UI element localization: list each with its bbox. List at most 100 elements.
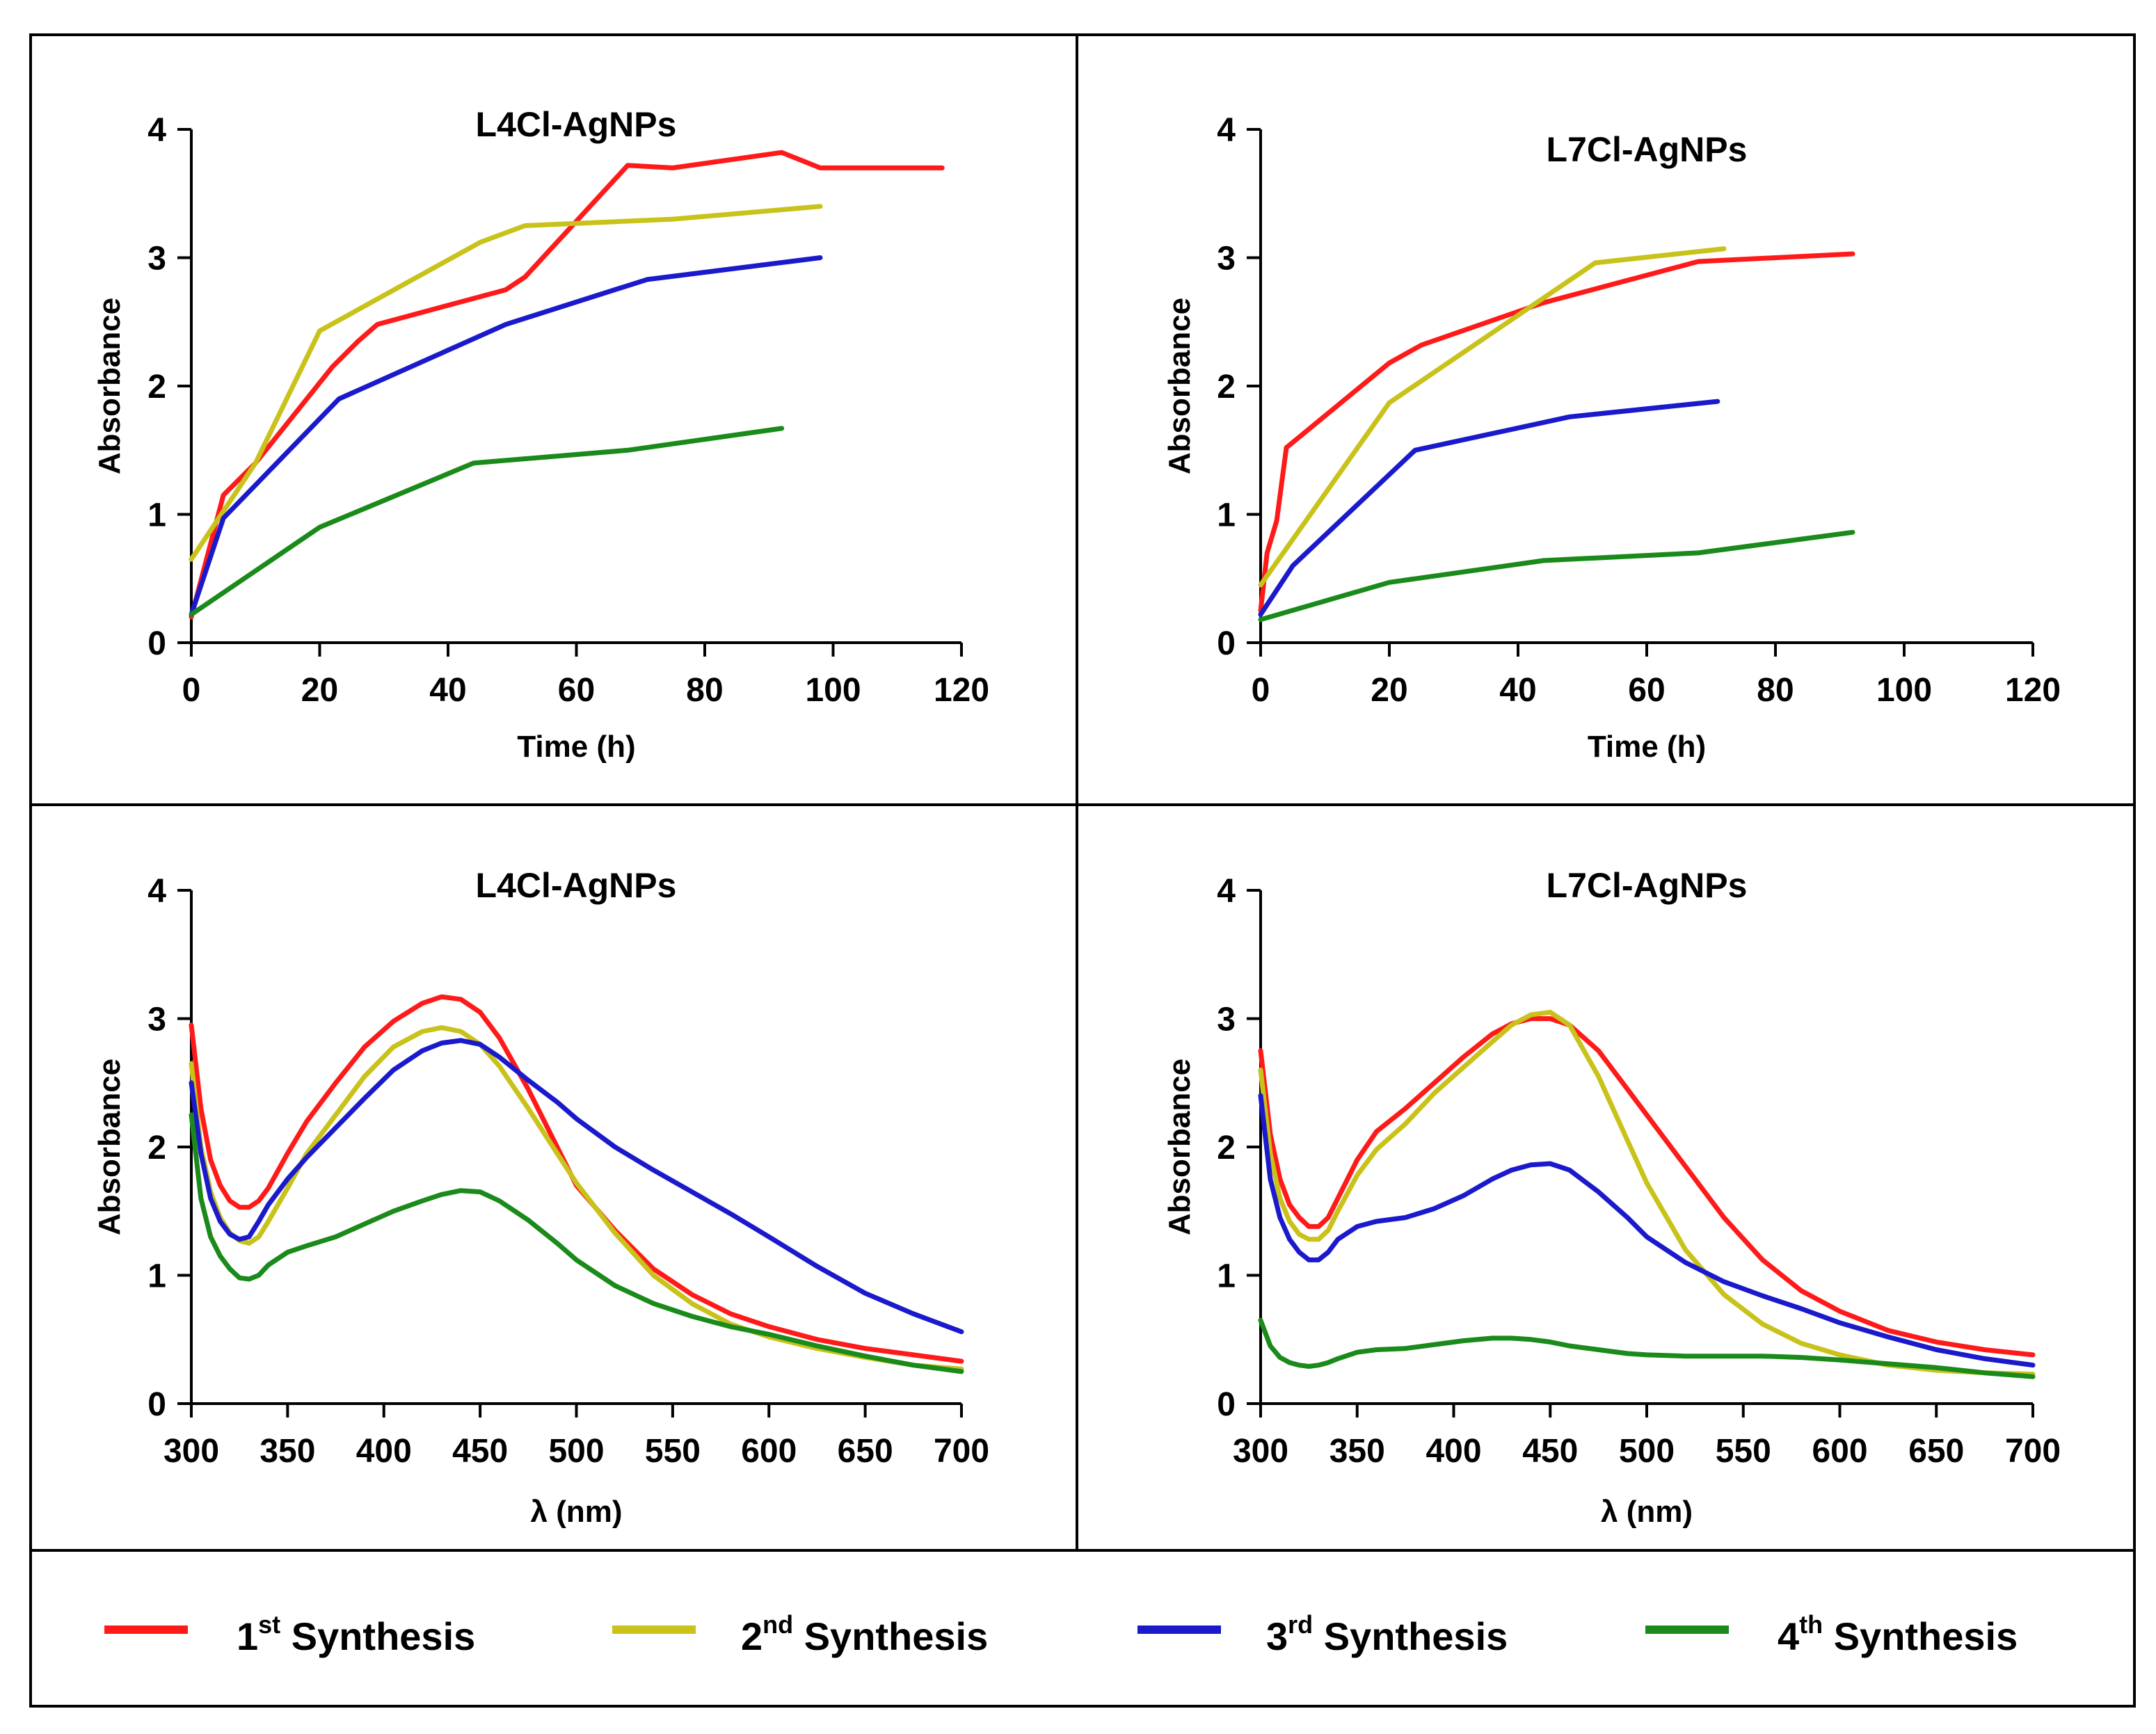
- chart-1-xtick-label-0: 0: [182, 672, 201, 709]
- chart-3-ytick-label-1: 1: [147, 1258, 166, 1295]
- legend-sup-3: rd: [1288, 1610, 1313, 1639]
- chart-2-series-1-line: [1258, 251, 1855, 613]
- chart-3-ylabel: Absorbance: [93, 1059, 127, 1235]
- chart-1-series-2-line: [189, 204, 823, 562]
- chart-1-xlabel: Time (h): [517, 730, 635, 764]
- legend-word-4: Synthesis: [1823, 1614, 2018, 1658]
- legend-word-3: Synthesis: [1313, 1614, 1508, 1658]
- legend-num-3: 3: [1266, 1614, 1288, 1658]
- legend-label-3: 3rd Synthesis: [1266, 1610, 1508, 1658]
- legend-label-2: 2nd Synthesis: [741, 1610, 988, 1658]
- chart-4-ytick-label-4: 4: [1217, 873, 1236, 910]
- chart-3-series-2-line: [189, 1025, 964, 1372]
- chart-4-series-2-line: [1258, 1009, 2036, 1377]
- chart-1-xtick-label-3: 60: [558, 672, 595, 709]
- chart-3-xtick-label-5: 550: [645, 1433, 701, 1470]
- legend: 1st Synthesis 2nd Synthesis 3rd Synthesi…: [104, 1610, 2018, 1658]
- chart-3-xtick-label-3: 450: [452, 1433, 508, 1470]
- legend-item-3: 3rd Synthesis: [1137, 1610, 1508, 1658]
- legend-item-1: 1st Synthesis: [104, 1610, 475, 1658]
- chart-1-xtick-label-5: 100: [805, 672, 861, 709]
- chart-3-xtick-label-2: 400: [356, 1433, 412, 1470]
- legend-num-4: 4: [1778, 1614, 1799, 1658]
- chart-2-title: L7Cl-AgNPs: [1547, 130, 1748, 169]
- chart-2-xtick-label-3: 60: [1628, 672, 1665, 709]
- legend-sup-1: st: [258, 1610, 280, 1639]
- chart-3-xtick-label-0: 300: [163, 1433, 219, 1470]
- chart-1-ytick-label-1: 1: [147, 497, 166, 534]
- chart-1-xtick-label-4: 80: [686, 672, 723, 709]
- chart-2-xtick-label-6: 120: [2005, 672, 2061, 709]
- chart-2-series-4-line: [1258, 529, 1855, 623]
- chart-1-ytick-label-2: 2: [147, 369, 166, 406]
- chart-4-ytick-label-0: 0: [1217, 1386, 1236, 1423]
- chart-3-xtick-label-8: 700: [934, 1433, 989, 1470]
- chart-4-xtick-label-8: 700: [2005, 1433, 2061, 1470]
- chart-1-ylabel: Absorbance: [93, 298, 127, 474]
- chart-1-ytick-label-4: 4: [147, 112, 166, 149]
- legend-sup-4: th: [1799, 1610, 1823, 1639]
- legend-num-1: 1: [237, 1614, 258, 1658]
- chart-3-series-3-line: [189, 1038, 964, 1335]
- legend-item-4: 4th Synthesis: [1645, 1610, 2018, 1658]
- legend-label-1: 1st Synthesis: [237, 1610, 475, 1658]
- chart-4-ytick-label-2: 2: [1217, 1130, 1236, 1166]
- chart-2-xtick-label-1: 20: [1371, 672, 1407, 709]
- chart-4-xlabel: λ (nm): [1601, 1495, 1693, 1529]
- legend-item-2: 2nd Synthesis: [612, 1610, 988, 1658]
- chart-3-xtick-label-1: 350: [259, 1433, 315, 1470]
- chart-1-ytick-label-3: 3: [147, 241, 166, 278]
- chart-2-series-2-line: [1258, 246, 1727, 588]
- chart-3-title: L4Cl-AgNPs: [476, 866, 677, 905]
- legend-word-1: Synthesis: [280, 1614, 475, 1658]
- chart-4: 0 1 2 3 4 300 350 400 450 500 550 600 650 700 λ (nm) Ab…: [1163, 866, 2061, 1529]
- chart-3-ytick-label-4: 4: [147, 873, 166, 910]
- chart-4-series-4-line: [1258, 1317, 2036, 1379]
- chart-1-ytick-label-0: 0: [147, 625, 166, 662]
- legend-sup-2: nd: [762, 1610, 793, 1639]
- chart-3-ytick-label-2: 2: [147, 1130, 166, 1166]
- chart-1-xtick-label-2: 40: [429, 672, 466, 709]
- chart-4-xtick-label-4: 500: [1619, 1433, 1675, 1470]
- legend-label-4: 4th Synthesis: [1778, 1610, 2018, 1658]
- chart-1-series-4-line: [189, 426, 785, 617]
- chart-4-ytick-label-3: 3: [1217, 1002, 1236, 1038]
- chart-2-ytick-label-3: 3: [1217, 241, 1236, 278]
- chart-4-xtick-label-6: 600: [1812, 1433, 1867, 1470]
- chart-4-xtick-label-7: 650: [1908, 1433, 1964, 1470]
- legend-word-2: Synthesis: [793, 1614, 988, 1658]
- chart-3-xlabel: λ (nm): [531, 1495, 623, 1529]
- chart-3-ytick-label-0: 0: [147, 1386, 166, 1423]
- chart-2-series-3-line: [1258, 399, 1720, 617]
- chart-3-series-4-line: [189, 1112, 964, 1374]
- chart-1-xtick-label-1: 20: [301, 672, 338, 709]
- chart-4-series-3-line: [1258, 1093, 2036, 1368]
- chart-4-ytick-label-1: 1: [1217, 1258, 1236, 1295]
- chart-2-ytick-label-0: 0: [1217, 625, 1236, 662]
- chart-3-xtick-label-4: 500: [548, 1433, 604, 1470]
- chart-2-xlabel: Time (h): [1588, 730, 1706, 764]
- chart-3-xtick-label-7: 650: [838, 1433, 893, 1470]
- chart-2-ytick-label-4: 4: [1217, 112, 1236, 149]
- chart-1-xtick-label-6: 120: [934, 672, 989, 709]
- chart-2-ylabel: Absorbance: [1163, 298, 1197, 474]
- chart-2-xtick-label-2: 40: [1499, 672, 1536, 709]
- chart-4-ylabel: Absorbance: [1163, 1059, 1197, 1235]
- chart-3: 0 1 2 3 4 300 350 400 450 500 550 600 650 700 λ (nm) Ab…: [93, 866, 989, 1529]
- chart-3-ytick-label-3: 3: [147, 1002, 166, 1038]
- chart-1-title: L4Cl-AgNPs: [476, 105, 677, 144]
- chart-1-series-3-line: [189, 255, 823, 617]
- chart-3-xtick-label-6: 600: [741, 1433, 797, 1470]
- chart-2-ytick-label-1: 1: [1217, 497, 1236, 534]
- chart-4-xtick-label-0: 300: [1233, 1433, 1288, 1470]
- chart-3-series-1-line: [189, 994, 964, 1364]
- chart-2-xtick-label-4: 80: [1757, 672, 1794, 709]
- chart-4-xtick-label-3: 450: [1522, 1433, 1578, 1470]
- chart-2-xtick-label-0: 0: [1252, 672, 1270, 709]
- legend-num-2: 2: [741, 1614, 762, 1658]
- chart-4-xtick-label-1: 350: [1329, 1433, 1385, 1470]
